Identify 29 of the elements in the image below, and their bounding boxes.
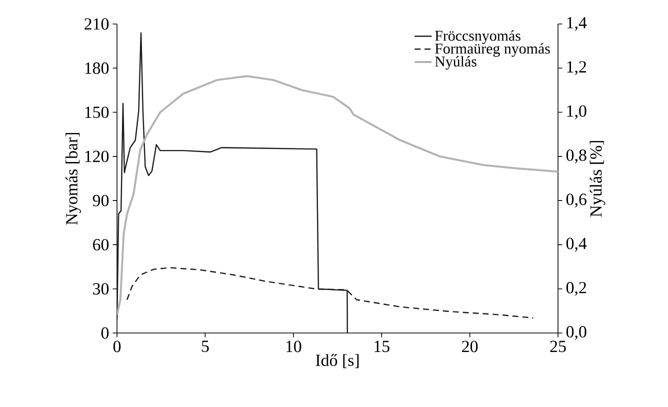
- y-tick-label: 210: [84, 18, 109, 30]
- legend-label: Nyúlás: [435, 56, 476, 70]
- legend-label: Formaüreg nyomás: [435, 43, 550, 57]
- x-tick-label: 15: [374, 340, 390, 352]
- y-tick-label: 0: [101, 327, 109, 339]
- y2-axis-title: Nyúlás [%]: [590, 140, 606, 217]
- x-tick-label: 10: [286, 340, 302, 352]
- y2-tick-label: 0,8: [566, 149, 586, 164]
- y2-tick-label: 1,4: [567, 17, 587, 31]
- y2-tick-label: 1,2: [567, 61, 586, 76]
- y-axis-title: Nyomás [bar]: [66, 132, 81, 225]
- y2-tick-label: 0,0: [566, 326, 586, 340]
- y-tick-label: 90: [92, 194, 109, 206]
- y2-tick-label: 0,2: [566, 282, 586, 296]
- y-tick-label: 120: [85, 150, 109, 162]
- y2-tick-label: 0,6: [566, 194, 586, 208]
- y-tick-label: 30: [93, 283, 109, 295]
- y2-tick-label: 1,0: [567, 105, 586, 120]
- y2-tick-label: 0,4: [566, 238, 587, 252]
- y-tick-label: 150: [85, 106, 109, 118]
- y-tick-label: 60: [93, 238, 109, 250]
- y-tick-label: 180: [85, 62, 109, 74]
- x-tick-label: 5: [202, 340, 209, 352]
- x-tick-label: 0: [113, 340, 121, 352]
- x-axis-title: Idő [s]: [316, 354, 359, 368]
- legend-label: Fröccsnyomás: [435, 30, 520, 44]
- x-tick-label: 25: [550, 340, 566, 352]
- line-series: [117, 75, 558, 316]
- x-tick-label: 20: [462, 340, 478, 352]
